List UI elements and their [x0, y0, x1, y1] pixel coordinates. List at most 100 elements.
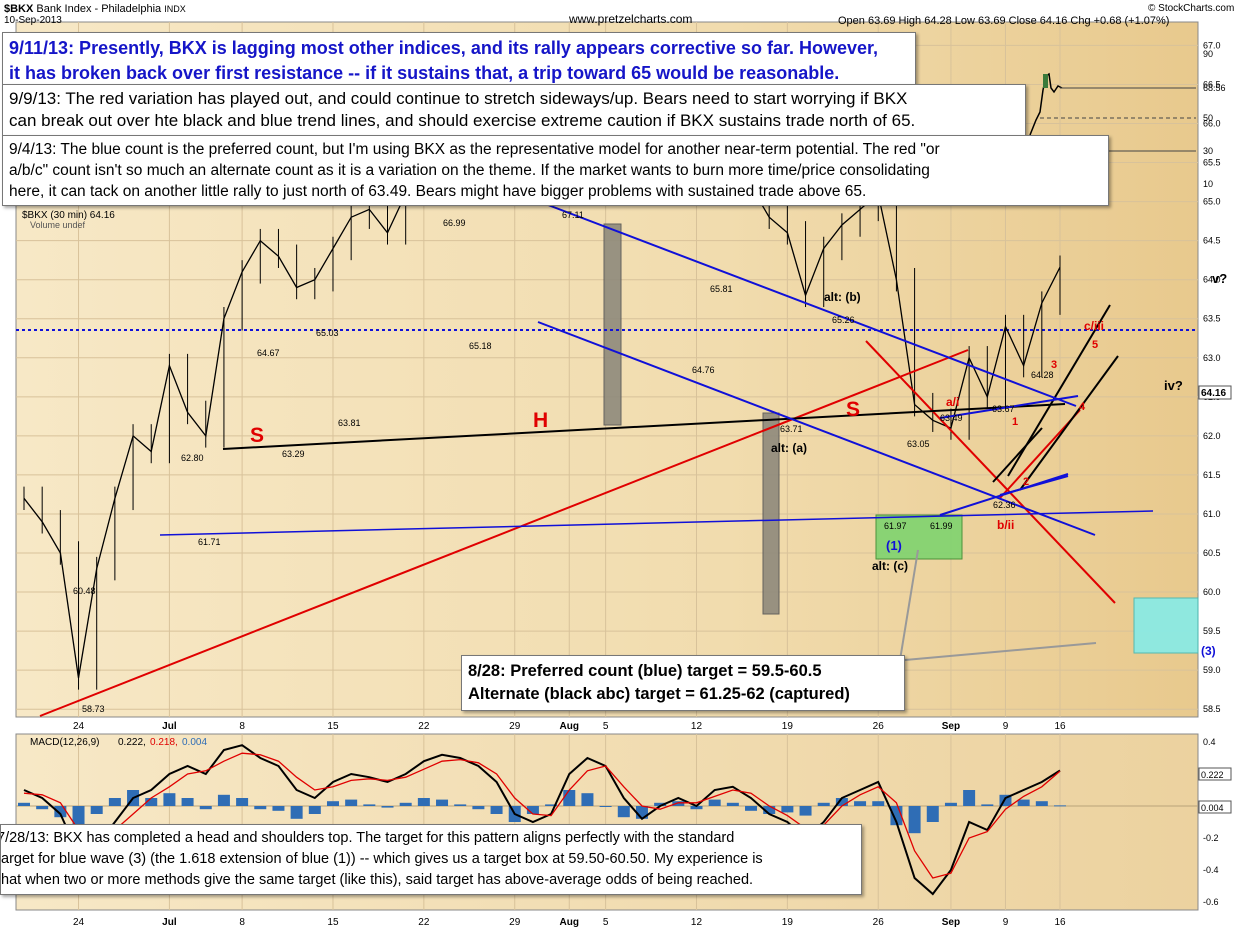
wave-1-label: (1)	[886, 538, 902, 553]
head-shoulders-h: H	[533, 409, 548, 432]
price-label-63.49: 63.49	[940, 413, 963, 423]
macd-hist-bar	[236, 798, 249, 806]
callout-pointer-2	[904, 642, 1097, 661]
head-shoulders-right-s: S	[846, 398, 860, 421]
macd-hist-bar	[617, 806, 630, 818]
macd-legend-value: 0.222,	[118, 737, 146, 748]
macd-hist-bar	[490, 806, 503, 814]
blue-wave-line-3	[999, 475, 1069, 496]
y-tick-label: 66.5	[1203, 79, 1221, 89]
y-tick-label: 65.5	[1203, 158, 1221, 168]
note-0828-line2: Alternate (black abc) target = 61.25-62 …	[468, 685, 850, 703]
wave-3-label: (3)	[1201, 644, 1216, 658]
macd-hist-bar	[417, 798, 430, 806]
macd-hist-bar	[1017, 799, 1030, 806]
wave-c-iii-label: c/iii	[1084, 319, 1104, 333]
macd-hist-bar	[454, 804, 467, 806]
macd-hist-bar	[581, 793, 594, 806]
price-label-61.71: 61.71	[198, 537, 221, 547]
price-label-63.67: 63.67	[992, 404, 1015, 414]
alt-c-label: alt: (c)	[872, 559, 908, 573]
macd-hist-bar	[526, 806, 539, 814]
x-tick-label: 8	[239, 721, 245, 732]
y-tick-label: 61.0	[1203, 509, 1221, 519]
x-tick-label: 9	[1003, 721, 1009, 732]
y-tick-label: 62.0	[1203, 431, 1221, 441]
inset-label-6856: 68.56	[1203, 83, 1226, 93]
macd-legend-hist: 0.004	[182, 737, 207, 748]
macd-hist-bar	[199, 806, 212, 810]
macd-hist-bar	[672, 801, 685, 806]
callout-pointer	[899, 549, 919, 661]
x-tick-label: 19	[782, 917, 794, 928]
note-0904-line1: 9/4/13: The blue count is the preferred …	[9, 141, 940, 158]
note-hs-top: 7/28/13: BKX has completed a head and sh…	[0, 824, 862, 895]
price-label-61.99: 61.99	[930, 521, 953, 531]
macd-hist-bar	[835, 798, 848, 806]
price-axis: 58.559.059.560.060.561.061.562.062.563.0…	[1203, 40, 1221, 714]
alt-a-label: alt: (a)	[771, 441, 807, 455]
blue-wave-line-2	[939, 395, 1079, 419]
x-tick-label: Sep	[942, 721, 960, 732]
price-label-63.81: 63.81	[338, 418, 361, 428]
price-label-58.73: 58.73	[82, 704, 105, 714]
macd-hist-bar	[436, 799, 449, 806]
note-0911-line2: it has broken back over first resistance…	[9, 63, 840, 83]
note-0904-line2: a/b/c" count isn't so much an alternate …	[9, 162, 930, 179]
symbol-text: $BKX	[4, 3, 34, 15]
wave-v-label: v?	[1212, 271, 1227, 286]
price-label-63.71: 63.71	[780, 424, 803, 434]
macd-hist-bar	[726, 802, 739, 806]
current-price-tag	[1198, 385, 1232, 400]
price-label-64.76: 64.76	[692, 365, 715, 375]
note-hs-line3: that when two or more methods give the s…	[0, 872, 754, 888]
macd-hist-bar	[908, 806, 921, 834]
x-tick-label: Aug	[560, 917, 579, 928]
macd-hist-bar	[1035, 801, 1048, 806]
macd-hist-bar	[290, 806, 303, 819]
x-tick-label: 26	[873, 721, 885, 732]
y-tick-label: 64.0	[1203, 275, 1221, 285]
inset-label-50: 50	[1203, 113, 1213, 123]
macd-hist-bar	[872, 801, 885, 806]
macd-hist-bar	[763, 806, 776, 814]
macd-hist-bar	[999, 794, 1012, 806]
blue-channel-top	[534, 199, 1077, 407]
macd-hist-bar	[381, 806, 394, 808]
x-tick-label: 29	[509, 721, 521, 732]
macd-hist-bar	[145, 798, 158, 806]
x-tick-label: 24	[73, 721, 85, 732]
macd-hist-bar	[181, 798, 194, 806]
head-shoulders-left-s: S	[250, 424, 264, 447]
x-tick-label: 12	[691, 721, 703, 732]
wave-4-small: 4	[1079, 401, 1086, 413]
gray-box-2	[762, 412, 780, 615]
macd-hist-tag	[1198, 800, 1232, 814]
note-hs-line1: 7/28/13: BKX has completed a head and sh…	[0, 830, 735, 846]
gray-box-1	[603, 223, 622, 426]
price-label-61.97: 61.97	[884, 521, 907, 531]
macd-hist-bar	[854, 801, 867, 806]
symbol-name: Bank Index - Philadelphia	[36, 3, 162, 15]
note-0911-line1: 9/11/13: Presently, BKX is lagging most …	[9, 38, 879, 58]
wave-a-i-label: a/i	[946, 395, 959, 409]
x-tick-label: 5	[603, 917, 609, 928]
x-axis-bottom: 24 Jul 8 15 22 29 Aug 5 12 19 26 Sep 9 16	[73, 917, 1066, 928]
macd-hist-bar	[399, 802, 412, 806]
x-tick-label: 5	[603, 721, 609, 732]
price-label-64.67: 64.67	[257, 348, 280, 358]
y-tick-label: 60.0	[1203, 587, 1221, 597]
macd-hist-bar	[1054, 805, 1066, 807]
y-tick-label: 63.5	[1203, 314, 1221, 324]
volume-legend: Volume undef	[30, 220, 86, 230]
price-label-63.05: 63.05	[907, 439, 930, 449]
green-target-box	[875, 514, 963, 560]
x-tick-label: 12	[691, 917, 703, 928]
macd-hist-bar	[781, 806, 794, 813]
x-tick-label: 22	[418, 917, 430, 928]
x-tick-label: 15	[327, 917, 339, 928]
y-tick-label: 67.0	[1203, 40, 1221, 50]
macd-axis: -0.6-0.4-0.20.20.4	[1203, 737, 1219, 907]
y-tick-label: 60.5	[1203, 548, 1221, 558]
x-tick-label: Jul	[162, 917, 177, 928]
